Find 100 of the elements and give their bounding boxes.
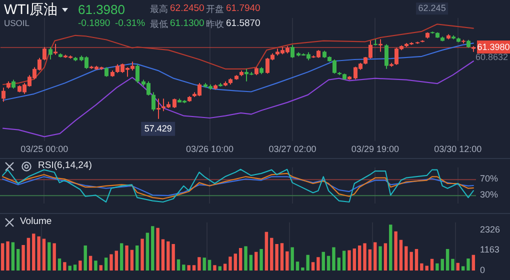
bar (52, 243, 56, 271)
bar (228, 256, 232, 271)
bar (440, 258, 444, 271)
bar (378, 246, 382, 271)
ref-line-label: 61.3980 (477, 42, 510, 52)
bar (260, 249, 263, 271)
annotation: 61.5870 (226, 18, 260, 30)
chart-title: Volume (20, 216, 52, 228)
bar (254, 252, 258, 271)
candlestick (2, 87, 6, 102)
bar (151, 226, 154, 271)
bar (238, 248, 242, 271)
bar (348, 250, 351, 271)
bar (451, 258, 454, 271)
bar (114, 250, 118, 271)
bar (58, 258, 62, 271)
bar (286, 251, 289, 271)
bar (213, 265, 216, 271)
annotation: 61.1300 (170, 18, 204, 30)
bar (414, 249, 418, 271)
annotation: -0.1890 (78, 18, 110, 30)
candlestick (378, 38, 382, 52)
bar (472, 254, 476, 271)
bar (280, 243, 284, 271)
bar (68, 266, 72, 271)
bar (11, 242, 15, 271)
bar (16, 249, 20, 271)
bar (156, 228, 160, 271)
chart-subtitle: USOIL (4, 18, 30, 29)
bar (48, 242, 51, 271)
bar (208, 260, 212, 271)
bar (73, 264, 77, 271)
text: 最高 (150, 4, 168, 14)
bar (42, 238, 46, 271)
bar (125, 246, 128, 271)
candlestick (136, 64, 140, 84)
bar (63, 262, 66, 271)
candlestick (152, 92, 156, 112)
bar (466, 258, 470, 271)
bar (384, 243, 388, 271)
bar (94, 260, 98, 271)
bar (26, 238, 30, 271)
bar (290, 247, 294, 271)
bar (136, 246, 139, 271)
bar (456, 262, 460, 271)
annotation: 57.429 (144, 123, 172, 134)
bar (120, 243, 124, 271)
bar (342, 250, 346, 271)
bar (296, 262, 300, 271)
bar (436, 263, 439, 271)
bar (326, 256, 330, 271)
bar (374, 242, 377, 271)
bar (110, 254, 113, 271)
bar (264, 232, 268, 271)
bar (192, 265, 196, 271)
bar (389, 224, 392, 271)
x-tick-label: 03/30 12:00 (434, 144, 482, 154)
bar (363, 243, 366, 271)
bar (316, 257, 320, 271)
bar (146, 232, 150, 271)
y-tick-label: 0 (480, 265, 486, 276)
x-tick-label: 03/25 00:00 (20, 144, 68, 154)
candlestick (42, 46, 46, 61)
text: 61.7940 (226, 3, 260, 15)
annotation: 60.8632 (475, 52, 508, 62)
y-tick-label: 2326 (480, 224, 500, 234)
annotation: 62.245 (418, 3, 446, 14)
annotation: 最低 (150, 19, 168, 30)
y-tick-label: 70% (480, 174, 498, 184)
candlestick (54, 43, 58, 56)
bar (399, 240, 403, 271)
text: 61.3980 (78, 2, 125, 18)
candlestick (104, 66, 108, 78)
y-tick-label: 1163 (480, 244, 500, 255)
y-tick-label: 30% (480, 190, 498, 200)
bar (368, 249, 372, 271)
bar (322, 252, 325, 271)
bar (161, 239, 165, 271)
candlestick (384, 44, 388, 70)
chart-title: WTI原油 (4, 1, 59, 18)
bar (311, 262, 315, 271)
x-tick-label: 03/27 02:00 (268, 144, 316, 154)
annotation: -0.31% (115, 18, 146, 30)
bar (275, 244, 278, 271)
bar (187, 265, 190, 271)
bar (182, 264, 186, 271)
bar (176, 259, 180, 271)
bar (394, 231, 398, 271)
bar (22, 245, 25, 271)
x-tick-label: 03/29 19:00 (351, 144, 399, 154)
candlestick (156, 98, 160, 120)
bar (32, 234, 36, 271)
bar (130, 250, 134, 271)
bar (0, 243, 4, 271)
bar (352, 248, 356, 271)
bar (337, 258, 340, 271)
bar (78, 260, 82, 271)
bar (84, 246, 87, 271)
candlestick (172, 98, 176, 109)
text: 62.2450 (170, 3, 204, 15)
